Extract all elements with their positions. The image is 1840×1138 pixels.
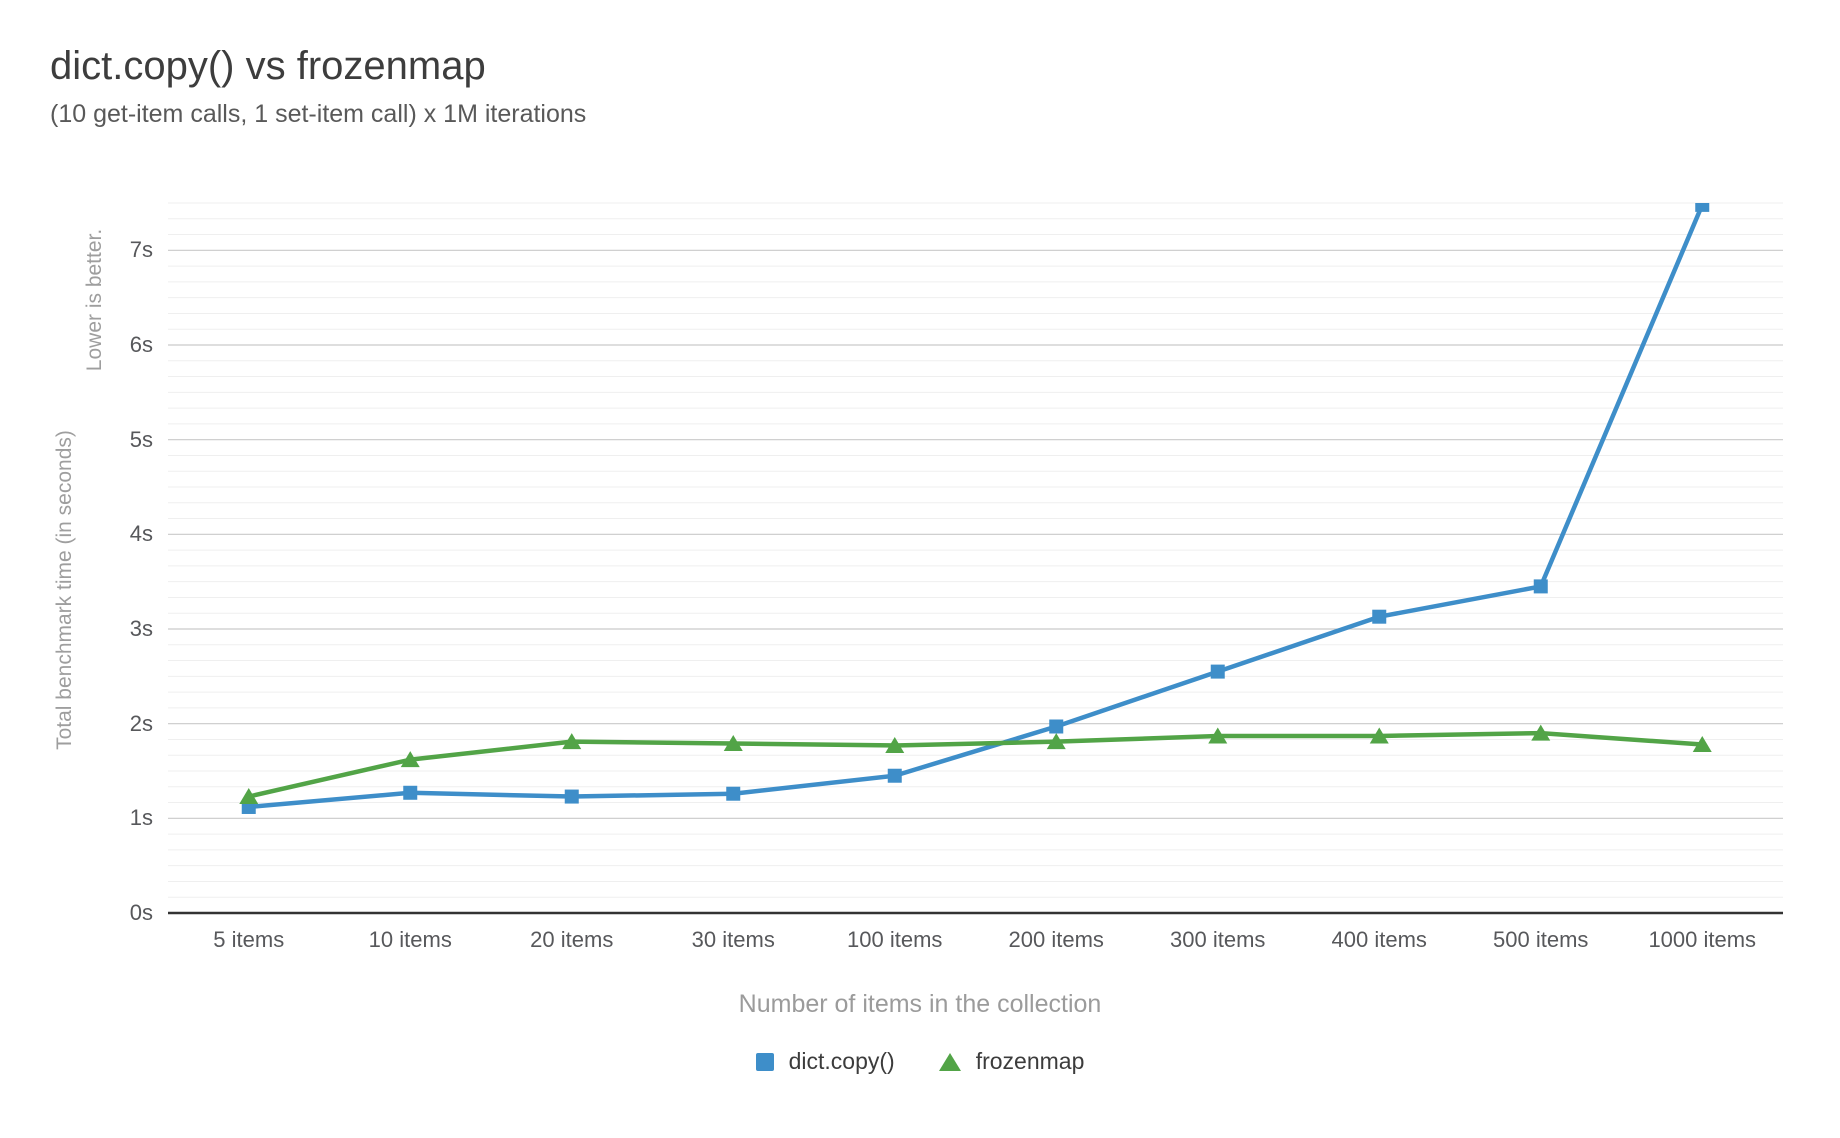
data-point-1-8[interactable] [1531,724,1551,741]
data-point-1-6[interactable] [1208,727,1228,744]
x-tick-label: 5 items [213,927,285,952]
x-tick-label: 300 items [1170,927,1266,952]
x-tick-label: 1000 items [1648,927,1757,952]
y-tick-label: 0s [129,900,153,925]
legend: dict.copy() frozenmap [0,1048,1840,1075]
chart-title: dict.copy() vs frozenmap [50,44,486,88]
data-point-1-3[interactable] [723,735,743,752]
series-dict-copy [241,198,1710,814]
x-tick-label: 400 items [1331,927,1427,952]
x-tick-label: 500 items [1493,927,1589,952]
y-tick-label: 7s [129,237,153,263]
legend-item-dict-copy[interactable]: dict.copy() [755,1048,895,1075]
data-point-1-1[interactable] [400,751,420,768]
y-tick-label: 3s [129,616,153,641]
x-tick-label: 200 items [1008,927,1104,952]
series-line [246,203,1705,810]
legend-item-frozenmap[interactable]: frozenmap [938,1048,1085,1075]
data-point-1-0[interactable] [239,788,259,805]
legend-label-frozenmap: frozenmap [975,1048,1085,1074]
data-point-1-4[interactable] [885,736,905,753]
y-tick-label: 6s [129,332,153,357]
y-tick-label: 4s [129,521,153,547]
data-point-0-4[interactable] [887,768,902,783]
x-tick-label: 20 items [530,927,614,952]
series-frozenmap [239,724,1712,805]
frozenmap-series-marker-icon [938,1052,961,1071]
data-point-0-1[interactable] [403,785,418,800]
x-tick-label: 30 items [691,927,775,952]
data-point-1-5[interactable] [1046,733,1066,750]
chart-subtitle: (10 get-item calls, 1 set-item call) x 1… [50,100,587,128]
data-point-0-7[interactable] [1372,609,1387,624]
data-point-1-2[interactable] [562,733,582,750]
data-point-1-7[interactable] [1369,727,1389,744]
data-point-0-3[interactable] [726,786,741,801]
data-point-0-8[interactable] [1533,579,1548,594]
data-point-0-2[interactable] [564,789,579,804]
y-tick-label: 5s [129,426,153,452]
y-tick-label: 2s [129,710,153,736]
x-tick-label: 10 items [368,927,452,952]
y-tick-label: 1s [129,805,153,831]
x-axis-title: Number of items in the collection [738,990,1102,1018]
dict-copy-series-marker-icon [755,1052,774,1071]
x-tick-label: 100 items [847,927,943,952]
data-point-0-9[interactable] [1695,198,1710,212]
data-point-0-6[interactable] [1210,664,1225,679]
series-line [246,730,1705,799]
legend-label-dict-copy: dict.copy() [788,1048,895,1074]
data-point-1-9[interactable] [1692,735,1712,752]
data-point-0-5[interactable] [1049,719,1064,734]
